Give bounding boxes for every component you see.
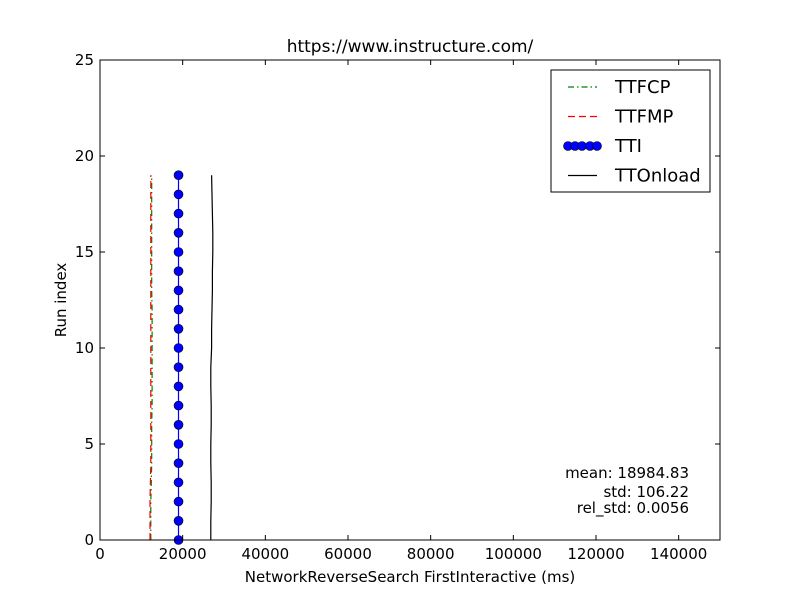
data-point-tti: [173, 496, 184, 507]
stats-mean: mean: 18984.83: [565, 464, 689, 482]
y-tick-label: 20: [75, 147, 94, 165]
data-point-tti: [173, 419, 184, 430]
legend-box: [550, 69, 711, 193]
data-point-tti: [173, 343, 184, 353]
x-tick-label: 140000: [650, 545, 707, 563]
x-tick-label: 60000: [324, 545, 372, 563]
legend-label-ttfmp: TTFMP: [614, 107, 674, 128]
series-layer: [149, 170, 214, 545]
legend: TTFCP TTFMP TTI TTOnload: [550, 69, 711, 193]
y-tick-label: 25: [75, 51, 94, 69]
x-tick-label: 20000: [159, 545, 207, 563]
x-tick-label: 100000: [485, 545, 542, 563]
data-point-tti: [173, 228, 184, 238]
data-point-tti: [173, 208, 184, 219]
chart-title: https://www.instructure.com/: [287, 37, 534, 57]
y-axis-label: Run index: [52, 263, 70, 338]
plot-frame: [99, 59, 721, 541]
y-tick-label: 0: [84, 531, 94, 549]
data-point-tti: [173, 304, 184, 315]
x-axis-label: NetworkReverseSearch FirstInteractive (m…: [245, 568, 576, 586]
x-tick-label: 40000: [241, 545, 289, 563]
data-point-tti: [173, 362, 184, 373]
y-tick-label: 10: [75, 339, 94, 357]
legend-label-tti: TTI: [614, 136, 642, 157]
legend-label-ttfcp: TTFCP: [614, 77, 671, 98]
data-point-tti: [173, 323, 184, 334]
data-point-tti: [173, 189, 184, 200]
data-point-tti: [173, 285, 184, 296]
x-tick-label: 120000: [567, 545, 624, 563]
legend-label-ttonload: TTOnload: [614, 166, 701, 187]
x-tick-label: 80000: [407, 545, 455, 563]
legend-marker-tti: [577, 141, 587, 151]
legend-marker-tti: [592, 141, 602, 151]
data-point-tti: [173, 515, 184, 526]
data-point-tti: [173, 458, 184, 469]
stats-std: std: 106.22: [603, 483, 689, 501]
stats-rel-std: rel_std: 0.0056: [577, 499, 689, 518]
x-tick-label: 0: [95, 545, 105, 563]
series-line-ttonload: [210, 175, 214, 540]
data-point-tti: [173, 477, 184, 488]
data-point-tti: [173, 439, 184, 449]
data-point-tti: [173, 400, 184, 411]
stats-annotation: mean: 18984.83 std: 106.22 rel_std: 0.00…: [565, 464, 689, 518]
data-point-tti: [173, 247, 184, 257]
series-line-ttfmp: [149, 175, 152, 540]
y-tick-label: 5: [84, 435, 94, 453]
y-tick-label: 15: [75, 243, 94, 261]
data-point-tti: [173, 266, 184, 277]
data-point-tti: [173, 381, 184, 392]
ticks-layer: 0 20000 40000 60000 80000 100000 120000 140000 0…: [75, 51, 720, 563]
data-point-tti: [173, 170, 184, 180]
